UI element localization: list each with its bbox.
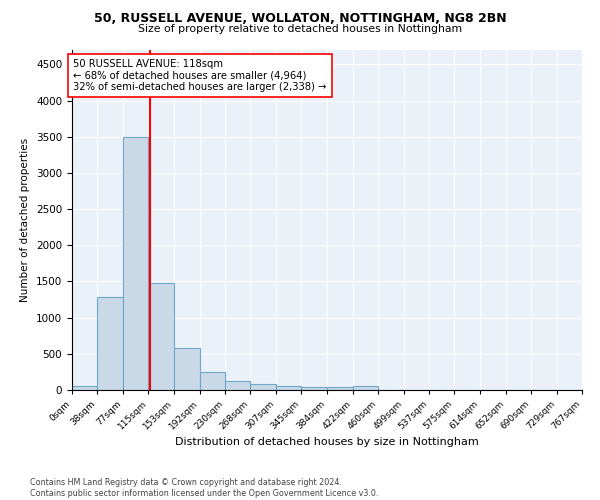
Bar [353,386,378,390]
Bar [97,298,123,390]
Bar [123,137,148,390]
Y-axis label: Number of detached properties: Number of detached properties [20,138,31,302]
Text: Contains HM Land Registry data © Crown copyright and database right 2024.
Contai: Contains HM Land Registry data © Crown c… [30,478,379,498]
Bar [328,387,353,390]
Bar [174,348,200,390]
X-axis label: Distribution of detached houses by size in Nottingham: Distribution of detached houses by size … [175,436,479,446]
Bar [148,283,174,390]
Bar [276,386,301,390]
Bar [250,384,276,390]
Bar [225,380,250,390]
Bar [301,387,328,390]
Text: 50 RUSSELL AVENUE: 118sqm
← 68% of detached houses are smaller (4,964)
32% of se: 50 RUSSELL AVENUE: 118sqm ← 68% of detac… [73,58,327,92]
Text: Size of property relative to detached houses in Nottingham: Size of property relative to detached ho… [138,24,462,34]
Bar [200,372,225,390]
Text: 50, RUSSELL AVENUE, WOLLATON, NOTTINGHAM, NG8 2BN: 50, RUSSELL AVENUE, WOLLATON, NOTTINGHAM… [94,12,506,26]
Bar [72,386,97,390]
